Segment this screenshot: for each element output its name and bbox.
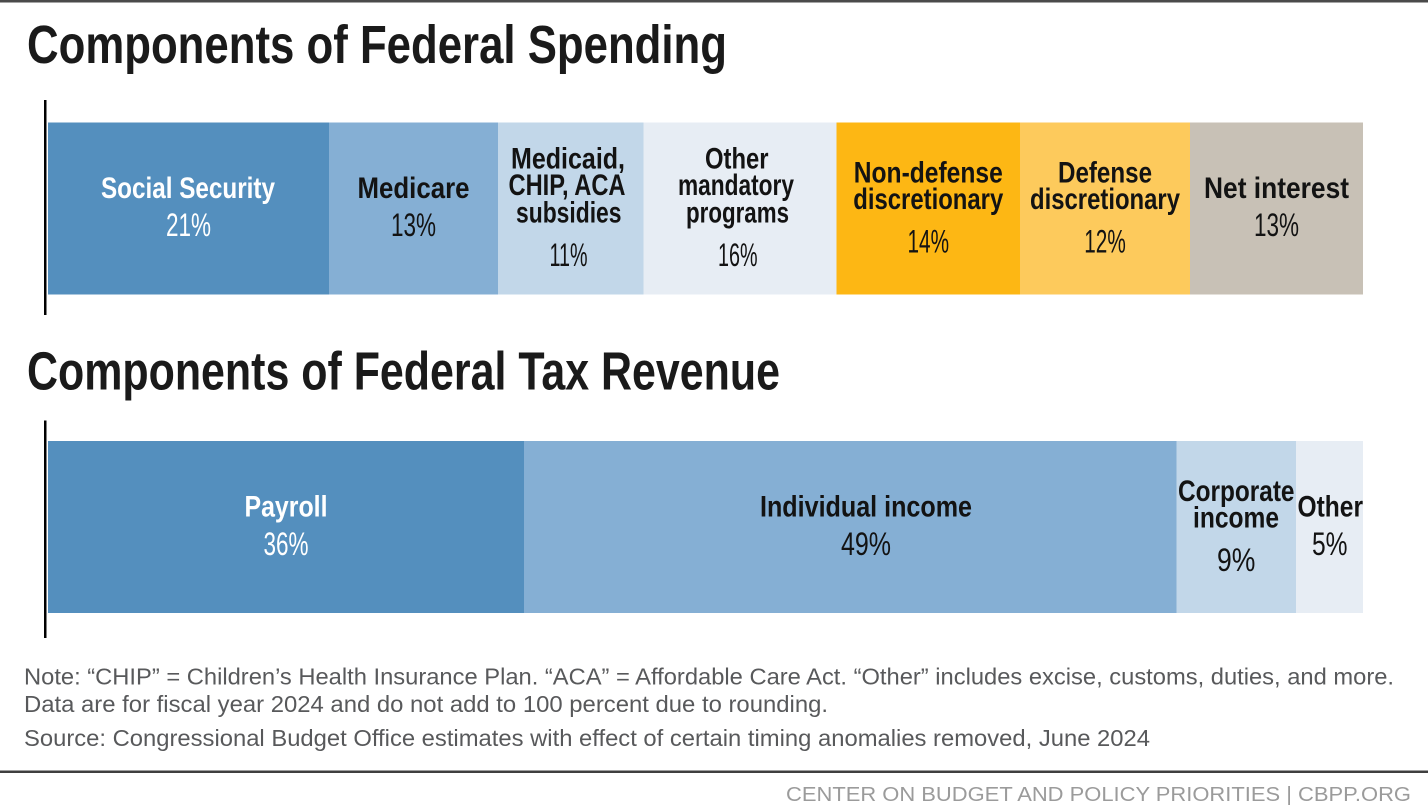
- svg-text:programs: programs: [686, 197, 789, 230]
- svg-text:Corporate: Corporate: [1178, 475, 1295, 508]
- svg-text:Components of Federal Spending: Components of Federal Spending: [27, 15, 727, 75]
- svg-text:CENTER ON BUDGET AND POLICY PR: CENTER ON BUDGET AND POLICY PRIORITIES |…: [786, 784, 1411, 806]
- svg-text:Social Security: Social Security: [101, 172, 275, 205]
- svg-text:Medicaid,: Medicaid,: [511, 143, 625, 176]
- svg-text:5%: 5%: [1312, 526, 1348, 562]
- svg-text:discretionary: discretionary: [853, 183, 1003, 216]
- svg-text:Source: Congressional Budget O: Source: Congressional Budget Office esti…: [24, 725, 1150, 751]
- svg-text:13%: 13%: [391, 207, 436, 243]
- svg-text:Medicare: Medicare: [358, 172, 470, 205]
- svg-text:income: income: [1193, 502, 1279, 535]
- svg-text:Note: “CHIP” = Children’s Heal: Note: “CHIP” = Children’s Health Insuran…: [24, 664, 1394, 690]
- svg-text:subsidies: subsidies: [516, 197, 622, 230]
- svg-text:Other: Other: [1298, 491, 1364, 524]
- svg-text:Payroll: Payroll: [245, 491, 328, 524]
- svg-text:16%: 16%: [718, 237, 758, 273]
- svg-text:49%: 49%: [841, 526, 891, 562]
- svg-text:Non-defense: Non-defense: [854, 156, 1003, 189]
- svg-text:discretionary: discretionary: [1030, 183, 1180, 216]
- svg-text:14%: 14%: [908, 223, 950, 259]
- svg-text:36%: 36%: [264, 526, 309, 562]
- svg-text:CHIP, ACA: CHIP, ACA: [509, 169, 626, 202]
- svg-text:9%: 9%: [1217, 542, 1255, 578]
- svg-text:mandatory: mandatory: [678, 169, 794, 202]
- svg-text:Defense: Defense: [1058, 156, 1152, 189]
- svg-text:Data are for fiscal year 2024: Data are for fiscal year 2024 and do not…: [24, 691, 828, 717]
- svg-text:Components of Federal Tax Reve: Components of Federal Tax Revenue: [27, 342, 780, 402]
- svg-text:Other: Other: [705, 143, 769, 176]
- svg-text:12%: 12%: [1084, 223, 1126, 259]
- svg-text:Net interest: Net interest: [1204, 172, 1349, 205]
- svg-text:13%: 13%: [1254, 207, 1299, 243]
- svg-text:Individual income: Individual income: [760, 491, 972, 524]
- svg-text:21%: 21%: [166, 207, 211, 243]
- svg-text:11%: 11%: [550, 237, 588, 273]
